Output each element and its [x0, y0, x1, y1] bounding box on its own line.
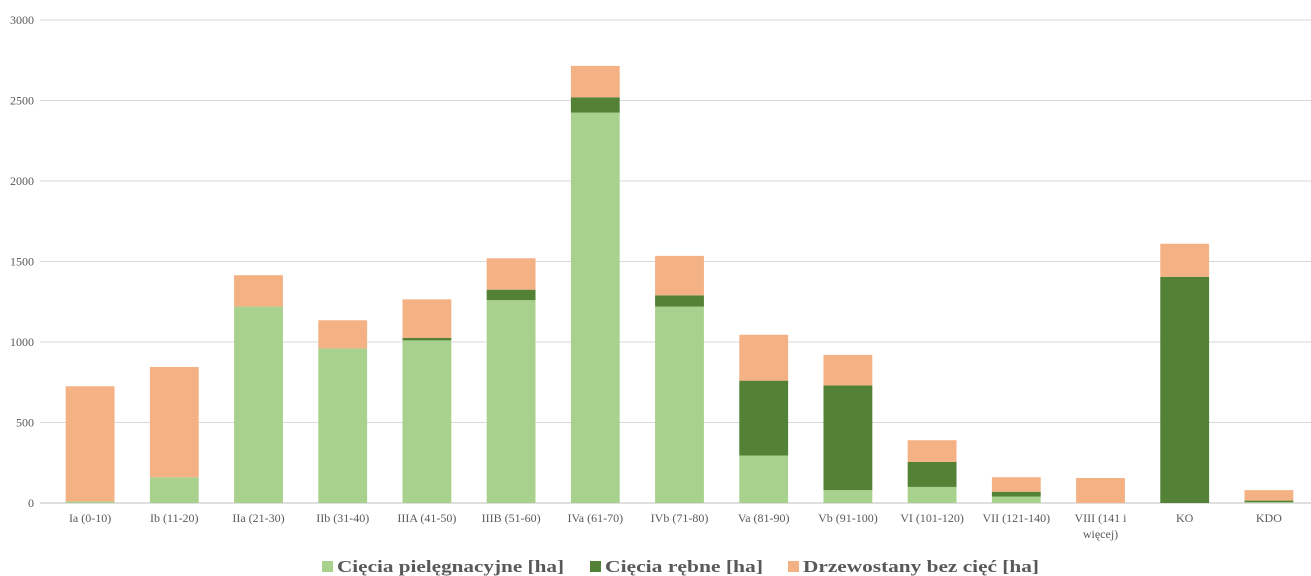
- x-tick-label: KDO: [1256, 511, 1282, 525]
- bar-segment: [739, 380, 789, 456]
- y-axis: 0 500 1000 1500 2000 2500 3000: [10, 13, 34, 510]
- bar-segment: [570, 97, 620, 113]
- bar-segment: [65, 501, 115, 503]
- x-tick-label: Ib (11-20): [150, 511, 199, 525]
- x-tick-label: IIIB (51-60): [482, 511, 541, 525]
- x-tick-label: Va (81-90): [738, 511, 790, 525]
- bar-segment: [907, 440, 957, 462]
- x-tick-label: IVb (71-80): [651, 511, 709, 525]
- bar-segment: [570, 65, 620, 98]
- y-tick-label: 500: [16, 416, 34, 430]
- y-tick-label: 0: [28, 496, 34, 510]
- x-tick-label: IIa (21-30): [232, 511, 284, 525]
- bar-segment: [402, 299, 452, 338]
- x-tick-label: VI (101-120): [900, 511, 964, 525]
- bar-segment: [823, 354, 873, 386]
- x-tick-label: Vb (91-100): [818, 511, 878, 525]
- bar-segment: [907, 486, 957, 503]
- legend-item: Drzewostany bez cięć [ha]: [788, 557, 1039, 576]
- y-tick-label: 1000: [10, 335, 34, 349]
- legend-swatch: [590, 561, 601, 572]
- bar-segment: [234, 306, 283, 503]
- bar-segment: [655, 255, 704, 296]
- legend-item: Cięcia rębne [ha]: [590, 557, 763, 576]
- bar-segment: [486, 300, 536, 503]
- bar-segment: [907, 461, 957, 487]
- bar-segment: [65, 386, 115, 502]
- bar-segment: [149, 366, 199, 478]
- legend-item: Cięcia pielęgnacyjne [ha]: [322, 557, 564, 576]
- bar-segment: [1244, 490, 1294, 501]
- bar-segment: [739, 334, 789, 381]
- legend-swatch: [788, 561, 799, 572]
- legend-label: Cięcia pielęgnacyjne [ha]: [337, 557, 564, 576]
- bar-segment: [486, 289, 536, 301]
- y-tick-label: 1500: [10, 255, 34, 269]
- x-axis: Ia (0-10) Ib (11-20) IIa (21-30) IIb (31-40…: [69, 511, 1282, 541]
- bar-segment: [1160, 276, 1210, 503]
- bars: [65, 65, 1294, 503]
- bar-segment: [318, 348, 368, 503]
- y-tick-label: 3000: [10, 13, 34, 27]
- x-tick-label: Ia (0-10): [69, 511, 111, 525]
- bar-segment: [486, 258, 536, 290]
- x-tick-label: IIb (31-40): [316, 511, 369, 525]
- legend-label: Drzewostany bez cięć [ha]: [803, 557, 1039, 576]
- x-tick-label: IVa (61-70): [567, 511, 623, 525]
- y-tick-label: 2000: [10, 174, 34, 188]
- bar-segment: [655, 295, 704, 307]
- bar-segment: [402, 340, 452, 503]
- x-tick-label: VII (121-140): [982, 511, 1050, 525]
- x-tick-label: IIIA (41-50): [397, 511, 456, 525]
- bar-segment: [149, 477, 199, 503]
- legend-label: Cięcia rębne [ha]: [605, 557, 763, 576]
- legend-swatch: [322, 561, 333, 572]
- bar-segment: [991, 477, 1041, 492]
- bar-segment: [823, 490, 873, 503]
- bar-segment: [570, 112, 620, 503]
- bar-segment: [823, 385, 873, 491]
- bar-segment: [1160, 243, 1210, 277]
- bar-segment: [991, 491, 1041, 497]
- bar-segment: [655, 306, 704, 503]
- bar-segment: [402, 337, 452, 341]
- bar-segment: [1244, 502, 1294, 503]
- bar-segment: [739, 455, 789, 503]
- bar-segment: [318, 320, 368, 349]
- x-tick-label: VIII (141 i: [1075, 511, 1128, 525]
- bar-segment: [234, 275, 283, 307]
- legend: Cięcia pielęgnacyjne [ha] Cięcia rębne [h…: [322, 557, 1039, 576]
- bar-segment: [991, 496, 1041, 503]
- bar-segment: [1244, 500, 1294, 503]
- x-tick-label: KO: [1176, 511, 1194, 525]
- y-tick-label: 2500: [10, 94, 34, 108]
- x-tick-label: więcej): [1083, 527, 1118, 541]
- bar-segment: [1076, 478, 1125, 503]
